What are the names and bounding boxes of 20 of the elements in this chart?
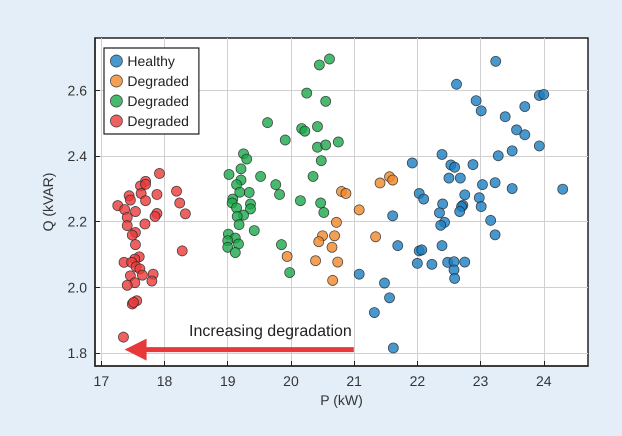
legend-label: Degraded <box>127 113 189 129</box>
x-tick-label: 24 <box>536 373 552 389</box>
y-tick-label: 2.6 <box>68 82 88 98</box>
x-tick-label: 21 <box>346 373 362 389</box>
x-tick-label: 18 <box>156 373 173 389</box>
legend-label: Degraded <box>127 93 189 109</box>
x-tick-label: 22 <box>410 373 426 389</box>
y-axis-title: Q (kVAR) <box>40 172 56 232</box>
x-tick-label: 17 <box>94 373 110 389</box>
legend-label: Degraded <box>127 73 189 89</box>
x-tick-label: 23 <box>472 373 489 389</box>
y-tick-label: 1.8 <box>68 344 88 361</box>
y-tick-label: 2.0 <box>68 279 88 296</box>
y-tick-label: 2.4 <box>68 148 88 164</box>
annotation: Increasing degradation <box>189 323 352 340</box>
x-tick-label: 19 <box>220 373 236 389</box>
x-tick-label: 20 <box>283 373 299 389</box>
y-tick-label: 2.2 <box>68 214 88 230</box>
x-axis-title: P (kW) <box>320 392 363 408</box>
legend-label: Healthy <box>127 53 175 69</box>
